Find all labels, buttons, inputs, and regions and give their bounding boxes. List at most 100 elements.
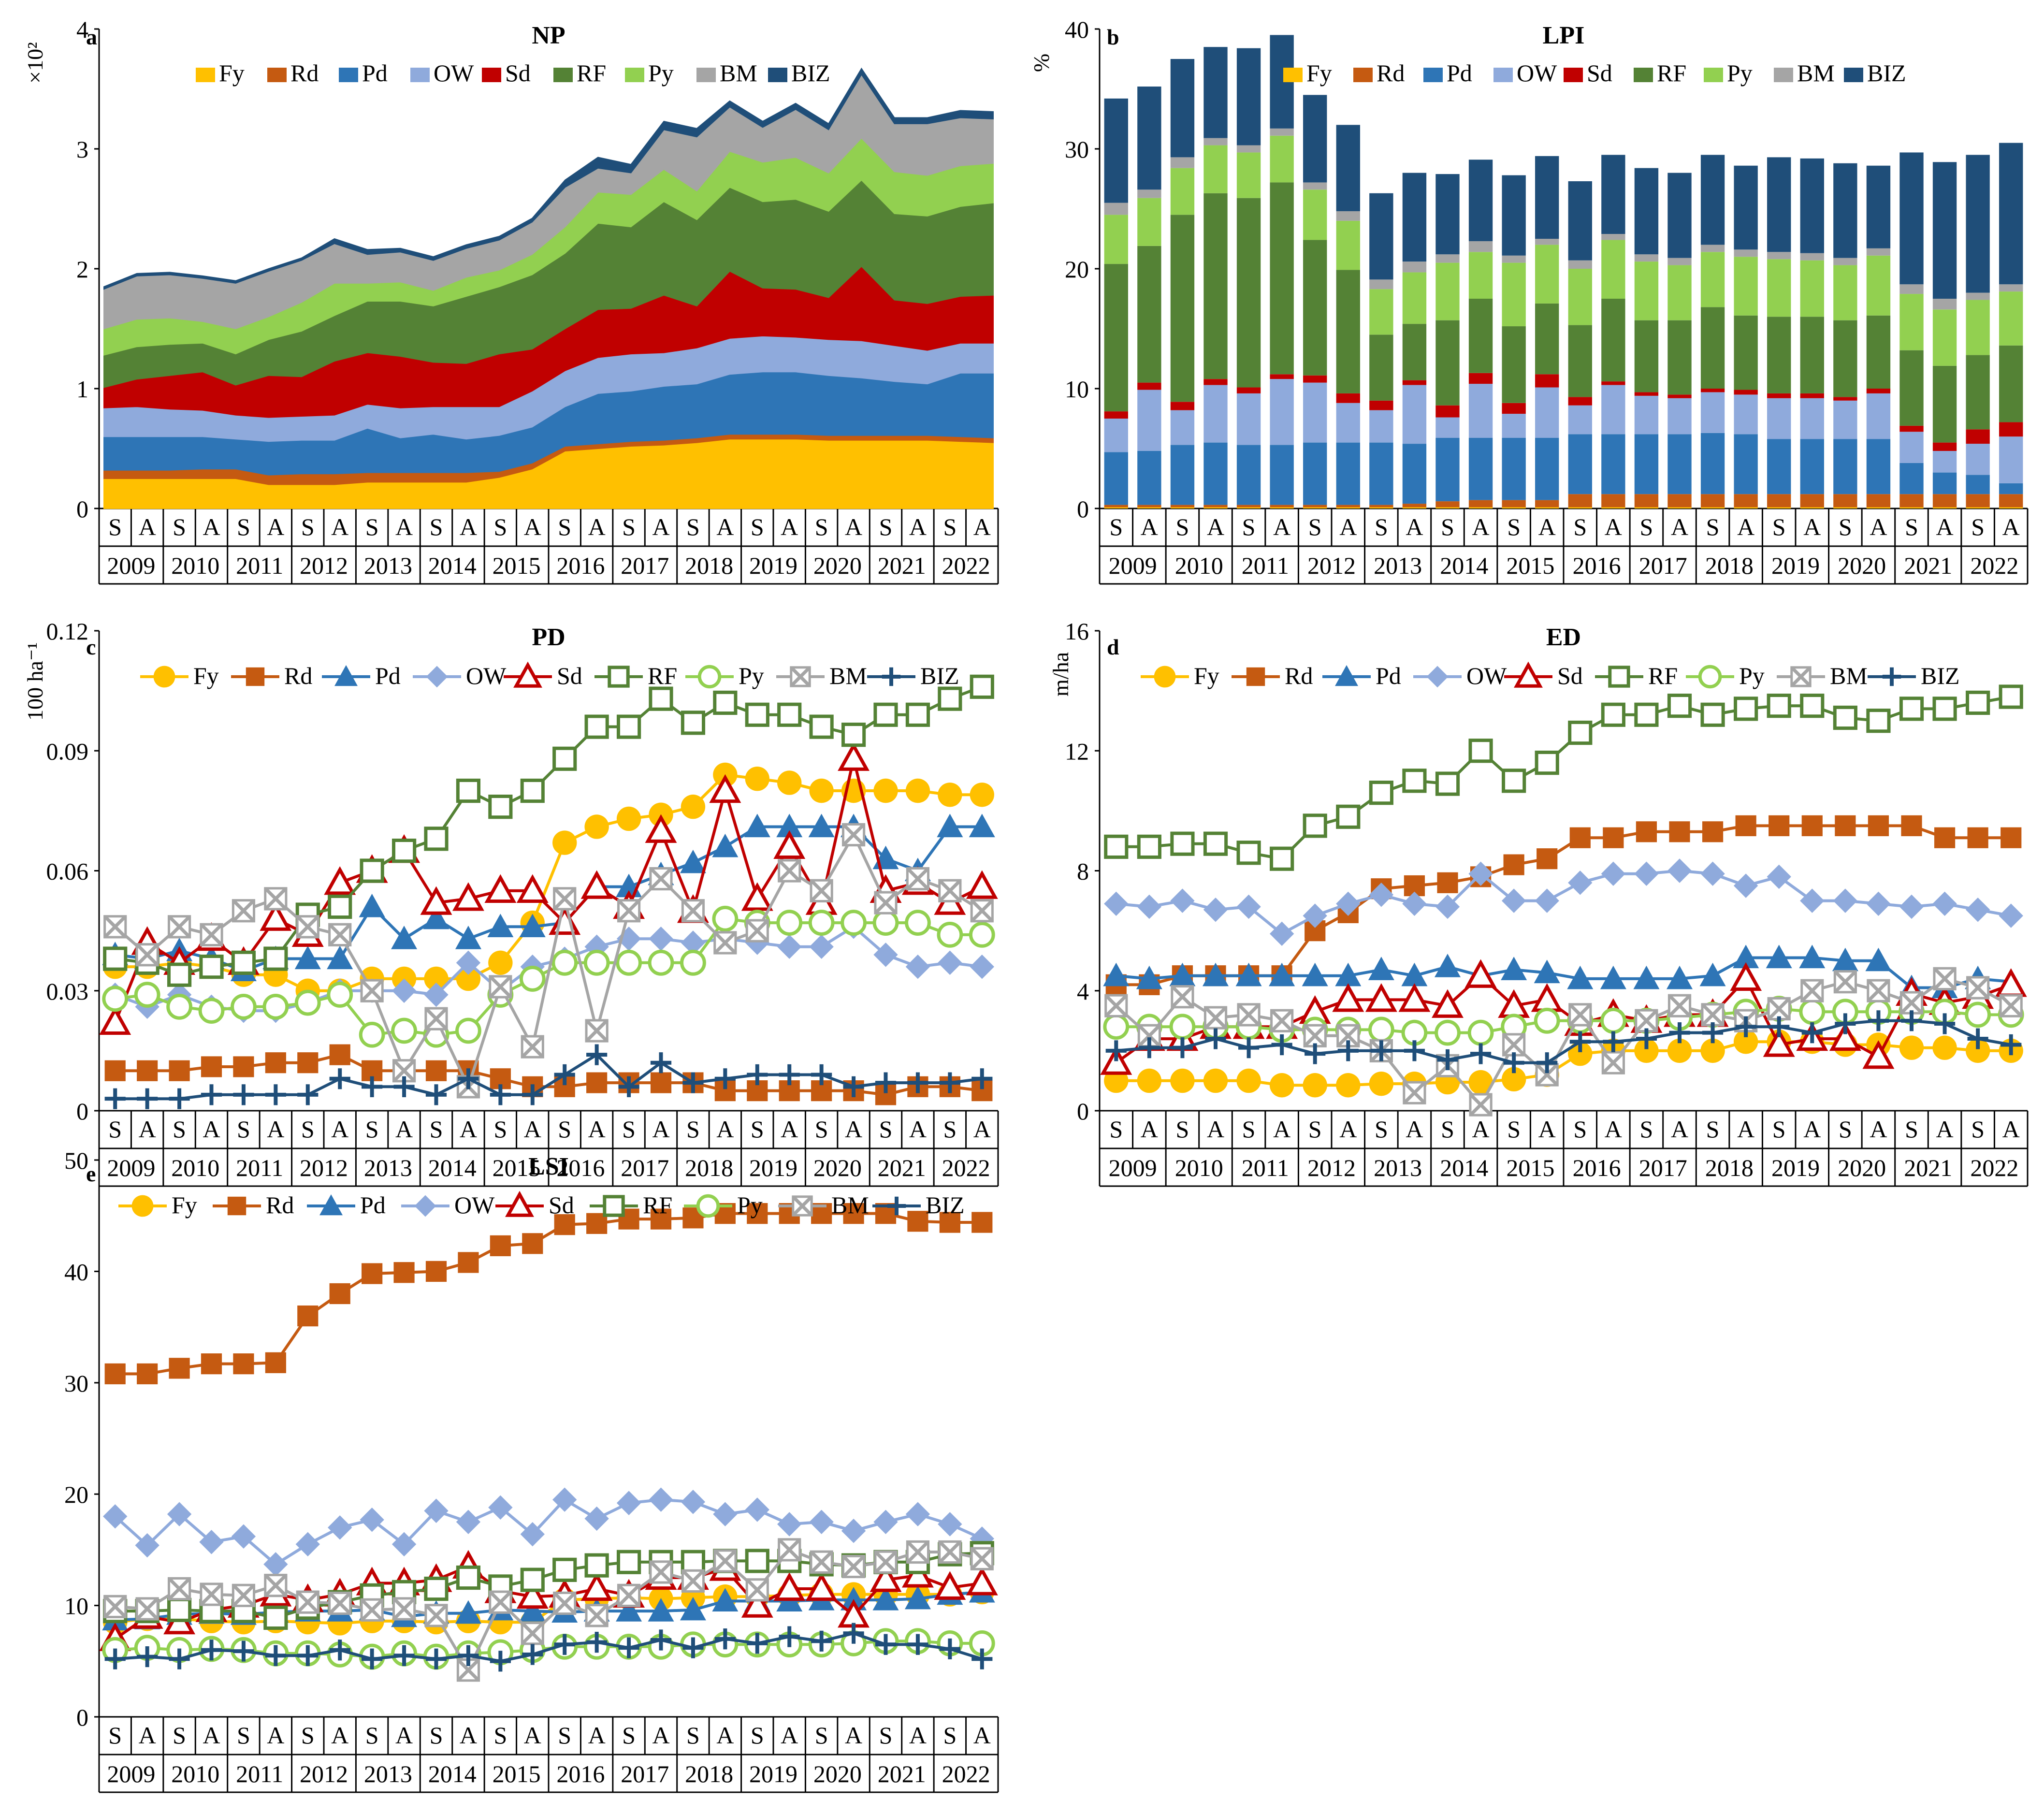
season-label: A xyxy=(1273,513,1290,540)
year-label: 2015 xyxy=(493,1154,541,1181)
data-point xyxy=(297,1052,319,1074)
bar-Pd xyxy=(1203,442,1228,505)
year-label: 2022 xyxy=(942,552,990,579)
year-label: 2020 xyxy=(1838,552,1886,579)
season-label: S xyxy=(173,1722,186,1749)
bar-BIZ xyxy=(1634,168,1659,255)
data-point xyxy=(1833,705,1857,730)
year-label: 2015 xyxy=(1506,552,1554,579)
series-line-OW xyxy=(114,1497,983,1567)
data-point xyxy=(1899,894,1924,919)
data-point xyxy=(391,839,417,863)
year-label: 2010 xyxy=(171,1760,219,1787)
bar-Pd xyxy=(1800,439,1824,494)
data-point xyxy=(1901,815,1922,837)
data-point xyxy=(809,714,834,739)
data-point xyxy=(1468,861,1493,886)
data-point xyxy=(104,1088,126,1109)
bar-BIZ xyxy=(1369,193,1393,280)
season-label: S xyxy=(237,1722,250,1749)
data-point xyxy=(1735,1016,1756,1037)
data-point xyxy=(1335,665,1358,686)
data-point xyxy=(1534,959,1560,984)
data-point xyxy=(328,1591,352,1615)
season-label: S xyxy=(1308,513,1322,540)
season-label: A xyxy=(1936,1116,1954,1143)
bar-BIZ xyxy=(1833,163,1857,258)
data-point xyxy=(296,915,319,939)
data-point xyxy=(392,1597,416,1621)
data-point xyxy=(1501,957,1527,980)
data-point xyxy=(1608,666,1630,688)
bar-BM xyxy=(1767,252,1791,260)
data-point xyxy=(1882,667,1901,686)
season-label: S xyxy=(1640,1116,1653,1143)
data-point xyxy=(1700,861,1725,886)
data-point xyxy=(1336,1073,1361,1098)
bar-BIZ xyxy=(1734,165,1758,250)
data-point xyxy=(1137,834,1161,859)
bar-RF xyxy=(1932,365,1957,443)
data-point xyxy=(971,1068,993,1089)
season-label: A xyxy=(588,1116,606,1143)
data-point xyxy=(1730,962,1762,991)
data-point xyxy=(616,806,641,831)
data-point xyxy=(516,1580,549,1609)
data-point xyxy=(808,910,835,936)
data-point xyxy=(1171,985,1194,1009)
season-label: A xyxy=(1141,1116,1158,1143)
data-point xyxy=(805,1572,838,1601)
season-label: S xyxy=(558,1722,571,1749)
year-label: 2014 xyxy=(428,1154,477,1181)
data-point xyxy=(907,1634,928,1655)
data-point xyxy=(134,982,160,1008)
data-point xyxy=(1934,1013,1956,1034)
bar-Sd xyxy=(1104,411,1128,419)
bar-OW xyxy=(1667,398,1692,435)
data-point xyxy=(169,1060,190,1081)
data-point xyxy=(424,1498,449,1523)
bar-BM xyxy=(1435,254,1460,263)
data-point xyxy=(1335,962,1362,987)
data-point xyxy=(456,1509,481,1534)
legend-label-Py: Py xyxy=(1727,59,1753,87)
panel-label: c xyxy=(86,635,96,659)
data-point xyxy=(776,910,803,936)
bar-Rd xyxy=(1833,494,1857,508)
year-label: 2017 xyxy=(621,552,669,579)
data-point xyxy=(1600,1007,1626,1034)
year-label: 2017 xyxy=(621,1154,669,1181)
bar-Py xyxy=(1734,257,1758,316)
data-point xyxy=(873,1509,898,1534)
data-point xyxy=(169,1088,190,1109)
data-point xyxy=(649,686,673,711)
bar-BIZ xyxy=(1303,95,1327,183)
series-line-Rd xyxy=(115,1212,982,1376)
data-point xyxy=(1702,821,1724,842)
season-label: A xyxy=(716,1116,734,1143)
data-point xyxy=(586,1072,608,1093)
season-label: S xyxy=(751,1116,764,1143)
bar-OW xyxy=(1966,444,1990,475)
bar-RF xyxy=(1137,246,1161,383)
bar-Sd xyxy=(1999,422,2023,437)
data-point xyxy=(938,1540,962,1564)
data-point xyxy=(681,794,706,819)
data-point xyxy=(616,1491,641,1515)
bar-BM xyxy=(1104,203,1128,215)
data-point xyxy=(490,1084,511,1105)
bar-Pd xyxy=(1932,472,1957,494)
data-point xyxy=(872,910,899,936)
season-label: S xyxy=(108,1722,122,1749)
season-label: S xyxy=(1839,1116,1852,1143)
data-point xyxy=(1501,1067,1526,1092)
data-point xyxy=(777,770,802,795)
season-label: A xyxy=(395,1722,413,1749)
y-tick-label: 0.03 xyxy=(46,978,89,1005)
year-label: 2016 xyxy=(1573,1154,1621,1181)
data-point xyxy=(741,1589,773,1618)
year-label: 2015 xyxy=(493,1760,541,1787)
season-label: S xyxy=(108,513,122,540)
data-point xyxy=(456,1565,481,1590)
data-point xyxy=(1601,861,1626,886)
